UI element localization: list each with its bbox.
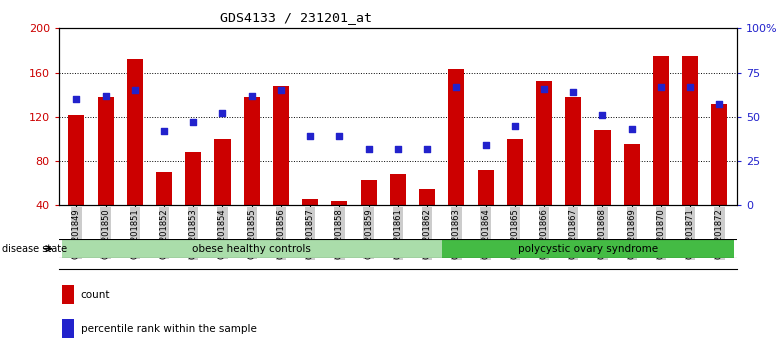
Bar (390, 175, 406, 205)
Text: percentile rank within the sample: percentile rank within the sample (81, 324, 256, 333)
Bar (441, 239, 734, 258)
Bar (302, 199, 318, 205)
Point (158, 128, 170, 134)
Bar (68, 115, 85, 205)
Bar (62, 319, 74, 338)
Point (245, 93, 258, 98)
Bar (682, 56, 699, 205)
Point (421, 146, 434, 152)
Bar (506, 139, 523, 205)
Point (129, 87, 141, 93)
Bar (477, 170, 494, 205)
Point (538, 86, 550, 91)
Bar (624, 144, 640, 205)
Bar (62, 239, 441, 258)
Bar (536, 81, 552, 205)
Point (655, 84, 667, 90)
Point (216, 110, 229, 116)
Bar (711, 104, 728, 205)
Point (596, 112, 608, 118)
Point (567, 89, 579, 95)
Point (333, 133, 346, 139)
Bar (565, 97, 581, 205)
Bar (97, 97, 114, 205)
Bar (653, 56, 669, 205)
Bar (361, 180, 376, 205)
Bar (448, 69, 464, 205)
Text: GDS4133 / 231201_at: GDS4133 / 231201_at (220, 11, 372, 24)
Point (713, 102, 726, 107)
Point (304, 133, 317, 139)
Bar (185, 152, 201, 205)
Bar (156, 172, 172, 205)
Point (391, 146, 404, 152)
Bar (62, 285, 74, 304)
Point (509, 123, 521, 129)
Point (684, 84, 696, 90)
Bar (127, 59, 143, 205)
Point (187, 119, 200, 125)
Point (70, 96, 82, 102)
Point (450, 84, 463, 90)
Point (100, 93, 112, 98)
Bar (244, 97, 260, 205)
Bar (419, 189, 435, 205)
Text: polycystic ovary syndrome: polycystic ovary syndrome (517, 244, 658, 254)
Point (274, 87, 287, 93)
Text: obese healthy controls: obese healthy controls (192, 244, 311, 254)
Point (479, 142, 492, 148)
Point (626, 126, 638, 132)
Text: disease state: disease state (2, 244, 67, 253)
Bar (215, 139, 230, 205)
Bar (332, 201, 347, 205)
Bar (273, 86, 289, 205)
Bar (594, 130, 611, 205)
Text: count: count (81, 290, 110, 299)
Point (362, 146, 375, 152)
